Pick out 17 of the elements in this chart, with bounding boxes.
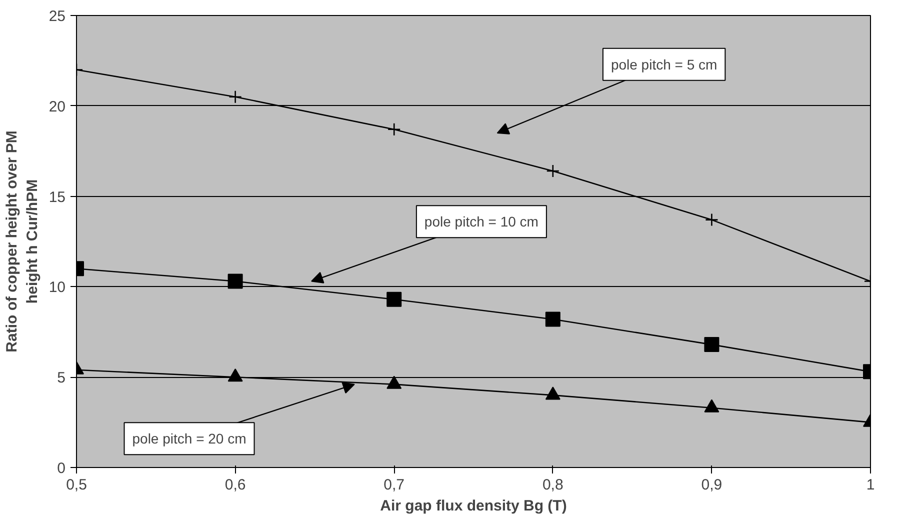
- x-axis-title: Air gap flux density Bg (T): [380, 498, 567, 514]
- annotation: pole pitch = 20 cm: [132, 430, 246, 447]
- x-tick-label: 0,9: [701, 476, 722, 494]
- y-tick-label: 15: [48, 188, 66, 206]
- x-tick-label: 1: [866, 476, 875, 494]
- x-tick-label: 0,7: [384, 476, 405, 494]
- y-tick-label: 5: [57, 370, 66, 387]
- x-tick-label: 0,6: [224, 476, 246, 494]
- y-tick-label: 10: [48, 279, 66, 296]
- annotation: pole pitch = 10 cm: [424, 214, 538, 230]
- x-tick-label: 0,8: [542, 476, 564, 494]
- y-tick-label: 25: [48, 8, 66, 25]
- annotation: pole pitch = 5 cm: [610, 56, 718, 72]
- y-tick-label: 20: [48, 98, 66, 116]
- y-axis-title: Ratio of copper height over PM height h Cur/hPM: [3, 130, 41, 352]
- y-tick-label: 0: [57, 460, 66, 477]
- x-tick-label: 0,5: [66, 476, 87, 494]
